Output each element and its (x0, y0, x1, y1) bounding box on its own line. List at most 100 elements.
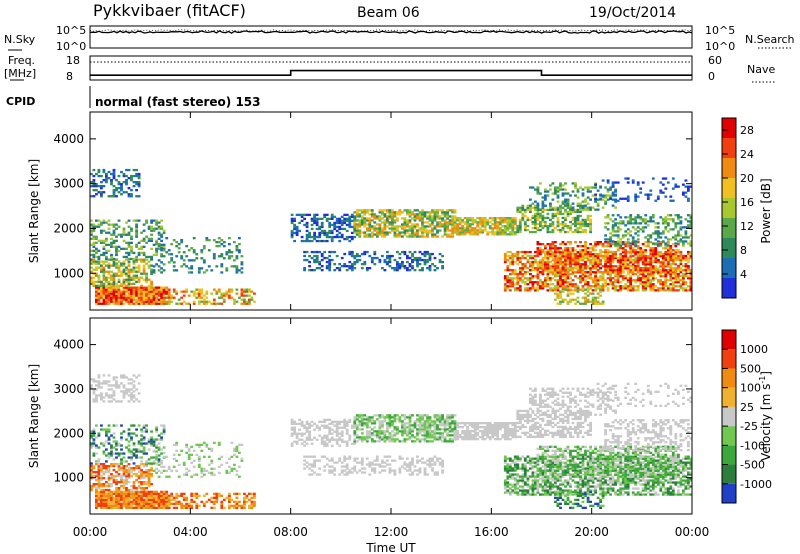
heatmap-cell (601, 179, 605, 182)
heatmap-cell (165, 500, 169, 503)
heatmap-cell (150, 473, 153, 476)
heatmap-cell (438, 223, 442, 226)
heatmap-cell (526, 271, 530, 274)
heatmap-cell (107, 280, 111, 283)
heatmap-cell (651, 242, 655, 245)
heatmap-cell (112, 191, 116, 194)
heatmap-cell (451, 217, 454, 220)
heatmap-cell (614, 218, 617, 221)
heatmap-cell (421, 233, 424, 236)
heatmap-cell (651, 285, 655, 288)
heatmap-cell (518, 226, 522, 230)
heatmap-cell (398, 265, 402, 268)
heatmap-cell (110, 473, 113, 476)
heatmap-cell (150, 270, 153, 273)
heatmap-cell (132, 444, 136, 447)
heatmap-cell (120, 290, 123, 293)
heatmap-cell (92, 249, 96, 252)
heatmap-cell (473, 229, 477, 232)
heatmap-cell (604, 255, 607, 258)
heatmap-cell (95, 193, 98, 196)
heatmap-cell (295, 213, 299, 216)
heatmap-cell (561, 300, 565, 303)
heatmap-cell (466, 231, 469, 234)
heatmap-cell (137, 467, 141, 470)
heatmap-cell (601, 206, 605, 209)
heatmap-cell (559, 271, 562, 274)
heatmap-cell (345, 237, 349, 241)
heatmap-cell (576, 290, 580, 293)
heatmap-cell (388, 227, 392, 230)
heatmap-cell (687, 250, 690, 254)
heatmap-cell (531, 281, 535, 284)
heatmap-cell (386, 260, 389, 264)
heatmap-cell (95, 475, 98, 478)
heatmap-cell (689, 287, 693, 290)
heatmap-cell (313, 258, 316, 262)
heatmap-cell (619, 271, 623, 274)
heatmap-cell (130, 288, 133, 291)
heatmap-cell (152, 286, 156, 289)
heatmap-cell (661, 257, 665, 260)
heatmap-cell (120, 462, 123, 465)
heatmap-cell (438, 252, 442, 256)
heatmap-cell (498, 231, 502, 234)
heatmap-cell (107, 492, 111, 495)
heatmap-cell (330, 217, 334, 220)
heatmap-cell (117, 191, 121, 194)
heatmap-cell (315, 256, 319, 260)
heatmap-cell (571, 261, 575, 264)
heatmap-cell (117, 488, 121, 492)
heatmap-cell (145, 274, 148, 277)
heatmap-cell (566, 198, 570, 201)
heatmap-cell (451, 229, 454, 232)
heatmap-cell (441, 260, 444, 264)
heatmap-cell (621, 197, 625, 200)
heatmap-cell (426, 235, 429, 238)
heatmap-cell (634, 253, 638, 256)
heatmap-cell (110, 296, 113, 299)
heatmap-cell (408, 263, 412, 266)
heatmap-cell (92, 179, 96, 182)
heatmap-cell (561, 188, 565, 191)
heatmap-cell (564, 210, 567, 214)
heatmap-cell (132, 498, 136, 501)
heatmap-cell (127, 280, 131, 283)
heatmap-cell (609, 269, 612, 272)
heatmap-cell (551, 273, 555, 276)
heatmap-cell (140, 294, 143, 297)
heatmap-cell (664, 216, 668, 219)
heatmap-cell (669, 251, 673, 254)
heatmap-cell (611, 240, 615, 243)
heatmap-cell (579, 279, 582, 282)
heatmap-cell (147, 227, 151, 230)
heatmap-cell (95, 251, 98, 255)
heatmap-cell (556, 222, 560, 226)
heatmap-cell (177, 243, 181, 246)
heatmap-cell (584, 302, 587, 305)
heatmap-cell (536, 247, 540, 250)
colorbar-segment (722, 238, 736, 258)
heatmap-cell (669, 199, 673, 202)
heatmap-cell (381, 227, 384, 230)
heatmap-cell (112, 498, 116, 501)
heatmap-cell (584, 271, 587, 274)
heatmap-cell (132, 278, 136, 281)
heatmap-cell (187, 267, 191, 270)
heatmap-cell (95, 500, 98, 503)
heatmap-cell (551, 287, 555, 290)
heatmap-cell (110, 274, 113, 277)
heatmap-cell (122, 262, 126, 265)
heatmap-cell (634, 222, 638, 225)
heatmap-cell (463, 233, 467, 236)
heatmap-cell (155, 294, 158, 297)
heatmap-cell (142, 266, 146, 269)
heatmap-cell (215, 302, 219, 305)
heatmap-cell (526, 224, 530, 228)
heatmap-cell (95, 219, 98, 222)
heatmap-cell (516, 258, 520, 262)
heatmap-cell (456, 217, 459, 220)
heatmap-cell (646, 197, 650, 200)
heatmap-cell (604, 245, 607, 248)
heatmap-cell (629, 259, 633, 262)
